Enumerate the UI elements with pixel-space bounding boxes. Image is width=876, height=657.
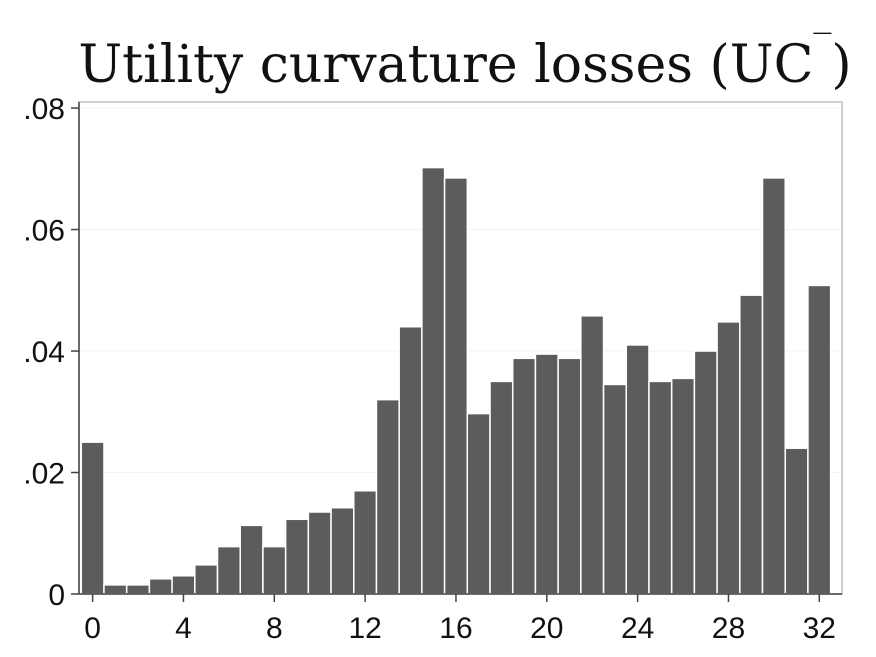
bar-7 [239,524,264,595]
chart-title-main: Utility curvature losses (UC [78,35,813,95]
bar-25 [648,380,673,595]
bar-21 [557,357,582,595]
bar-29 [739,294,764,595]
bar-4 [171,575,196,595]
bar-14 [398,325,423,595]
x-axis-ticks: 0 4 8 12 16 20 24 28 32 [84,594,836,645]
bar-28 [716,321,741,595]
y-tick-label-1: .02 [23,458,65,491]
x-tick-label-4: 16 [439,612,472,645]
bar-32 [807,284,832,595]
bar-18 [489,380,514,595]
chart-title-superscript: ‾ [813,28,831,69]
bar-8 [262,545,287,595]
y-tick-label-4: .08 [23,93,65,126]
x-tick-label-3: 12 [348,612,381,645]
chart-title: Utility curvature losses (UC‾) [78,28,851,95]
bar-0 [80,441,105,595]
bar-1 [103,584,128,595]
x-tick-label-0: 0 [84,612,101,645]
bar-13 [375,398,400,595]
bar-16 [443,177,469,595]
bar-5 [194,564,219,595]
x-tick-label-5: 20 [530,612,563,645]
y-tick-label-3: .06 [23,215,65,248]
x-tick-label-6: 24 [621,612,654,645]
bar-10 [307,511,332,595]
y-tick-label-0: 0 [48,579,65,612]
axes [78,102,842,595]
bars [80,166,832,595]
bar-3 [148,578,173,595]
bar-30 [761,177,786,595]
bar-9 [284,518,310,595]
bar-31 [784,447,809,595]
bar-26 [670,377,696,595]
y-axis-ticks: 0 .02 .04 .06 .08 [23,93,79,612]
bar-20 [534,353,559,595]
chart-title-close: ) [831,35,851,95]
bar-24 [625,344,650,595]
bar-19 [511,357,537,595]
bar-23 [602,383,628,595]
bar-2 [125,584,151,595]
bar-17 [466,412,491,595]
x-tick-label-8: 32 [803,612,836,645]
bar-11 [330,506,355,595]
x-tick-label-7: 28 [712,612,745,645]
bar-12 [353,489,378,595]
bar-6 [216,545,241,595]
bar-15 [421,166,446,595]
bar-22 [580,315,605,595]
x-tick-label-1: 4 [175,612,192,645]
bar-27 [693,350,718,595]
y-tick-label-2: .04 [23,336,65,369]
x-tick-label-2: 8 [266,612,283,645]
